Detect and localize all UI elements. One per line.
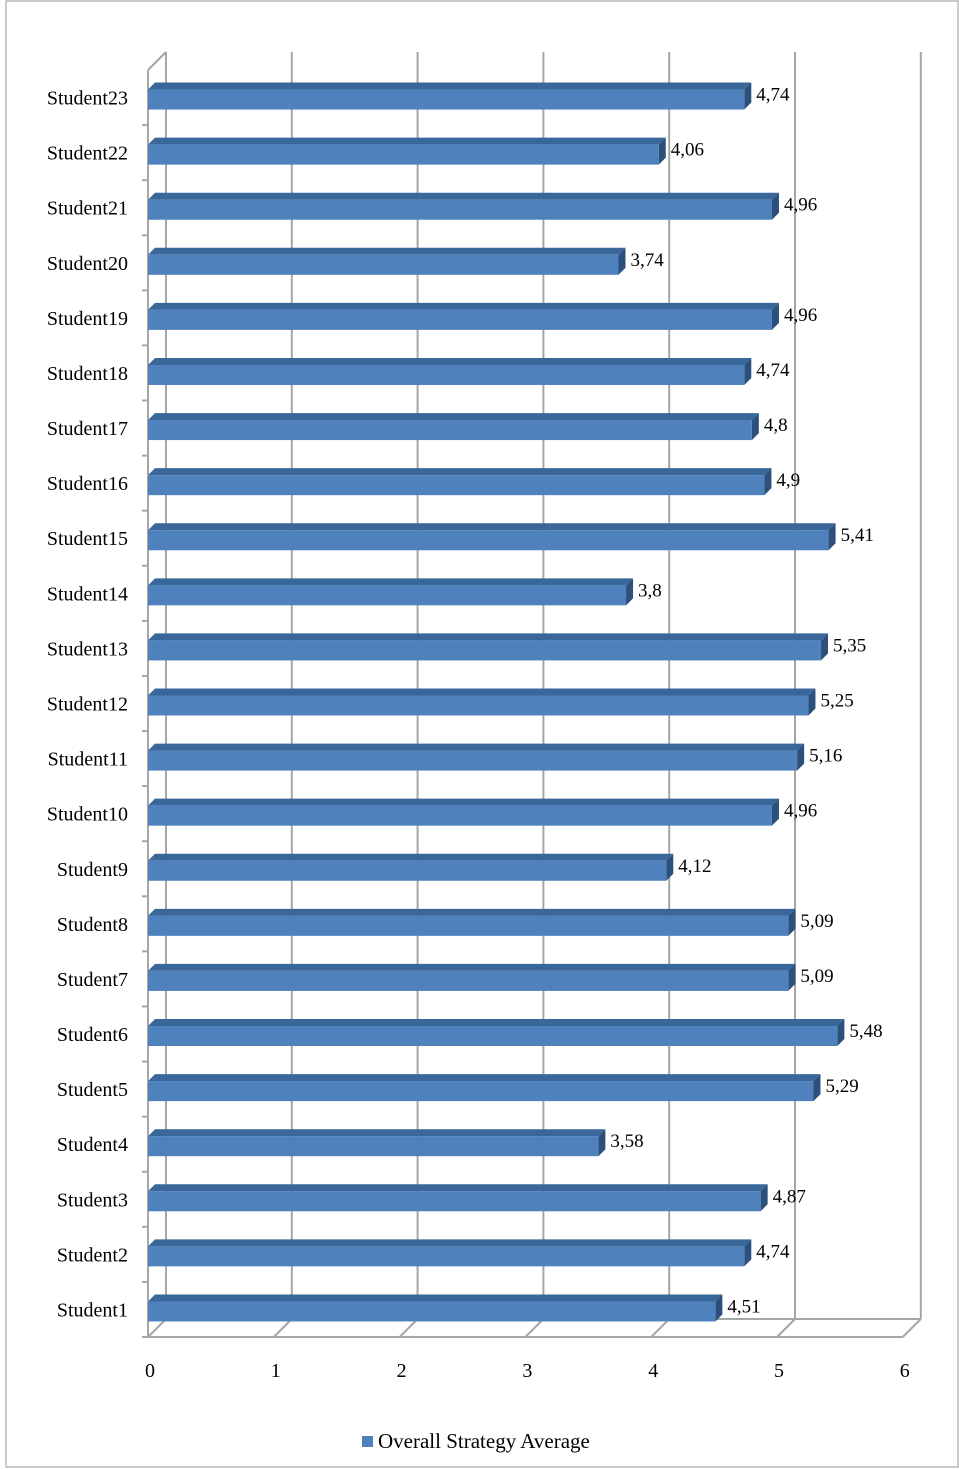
data-label: 5,41 xyxy=(841,525,874,546)
y-tick-label: Student20 xyxy=(47,253,128,275)
data-label: 4,74 xyxy=(756,85,790,106)
bar xyxy=(148,1019,845,1047)
bar xyxy=(148,1239,752,1267)
y-tick-label: Student15 xyxy=(47,528,128,550)
y-tick-label: Student7 xyxy=(57,969,128,991)
bar xyxy=(148,413,759,441)
gridline-floor xyxy=(524,1318,545,1338)
y-tick-label: Student16 xyxy=(47,473,128,495)
bar xyxy=(148,633,829,661)
gridline-floor xyxy=(273,1318,293,1338)
data-label: 4,8 xyxy=(764,415,788,436)
bar xyxy=(148,137,666,165)
x-tick-label: 1 xyxy=(271,1360,281,1382)
y-tick-label: Student23 xyxy=(47,88,128,110)
data-label: 3,74 xyxy=(630,250,664,271)
bar xyxy=(148,1184,768,1212)
bar xyxy=(148,82,752,110)
bar xyxy=(148,1129,606,1157)
y-tick-label: Student22 xyxy=(47,143,128,165)
y-tick-label: Student18 xyxy=(47,363,128,385)
legend-label: Overall Strategy Average xyxy=(378,1429,590,1453)
gridline-floor xyxy=(650,1318,670,1338)
y-tick-label: Student9 xyxy=(57,859,128,881)
y-tick-label: Student21 xyxy=(47,198,128,220)
bar xyxy=(148,247,626,275)
data-label: 4,74 xyxy=(756,360,790,381)
data-label: 3,58 xyxy=(610,1131,643,1152)
legend-swatch xyxy=(362,1436,373,1447)
y-tick-label: Student8 xyxy=(57,914,128,936)
data-label: 5,09 xyxy=(800,911,833,932)
gridline-floor xyxy=(147,1318,167,1338)
y-tick-label: Student13 xyxy=(47,638,128,660)
y-tick-label: Student12 xyxy=(47,694,128,716)
y-tick-label: Student3 xyxy=(57,1189,128,1211)
data-label: 4,51 xyxy=(727,1296,760,1317)
gridline-floor xyxy=(776,1318,796,1338)
data-label: 4,9 xyxy=(776,470,800,491)
data-label: 3,8 xyxy=(638,580,662,601)
data-label: 4,06 xyxy=(671,140,704,161)
y-tick-label: Student2 xyxy=(57,1244,128,1266)
bar xyxy=(148,1294,723,1322)
bar xyxy=(148,523,836,551)
data-label: 5,16 xyxy=(809,746,842,767)
y-tick-label: Student14 xyxy=(47,583,128,605)
data-label: 5,25 xyxy=(820,691,853,712)
data-label: 4,74 xyxy=(756,1241,790,1262)
x-tick-label: 0 xyxy=(145,1360,155,1382)
bar xyxy=(148,468,772,496)
bar xyxy=(148,688,816,716)
data-label: 5,48 xyxy=(849,1021,882,1042)
y-tick-label: Student10 xyxy=(47,804,128,826)
bar xyxy=(148,908,796,936)
data-label: 4,87 xyxy=(773,1186,806,1207)
x-tick-label: 2 xyxy=(397,1360,407,1382)
x-tick-label: 6 xyxy=(900,1360,910,1382)
bar xyxy=(148,743,805,771)
data-label: 4,96 xyxy=(784,195,817,216)
chart-border xyxy=(5,0,959,1468)
bar xyxy=(148,1074,821,1102)
gridline-floor xyxy=(398,1318,419,1338)
y-tick-label: Student11 xyxy=(48,749,128,771)
x-tick-label: 3 xyxy=(522,1360,532,1382)
bar xyxy=(148,302,779,330)
y-tick-label: Student19 xyxy=(47,308,128,330)
gridline-floor xyxy=(902,1318,922,1338)
bar xyxy=(148,578,634,606)
data-label: 5,29 xyxy=(825,1076,858,1097)
data-label: 4,96 xyxy=(784,305,817,326)
x-tick-label: 5 xyxy=(774,1360,784,1382)
y-tick-label: Student4 xyxy=(57,1134,128,1156)
y-tick-label: Student5 xyxy=(57,1079,128,1101)
y-tick-label: Student1 xyxy=(57,1299,128,1321)
y-axis-top-edge xyxy=(147,51,167,71)
bar xyxy=(148,853,674,881)
legend: Overall Strategy Average xyxy=(362,1429,590,1453)
data-label: 5,35 xyxy=(833,635,866,656)
y-tick-label: Student17 xyxy=(47,418,128,440)
data-label: 5,09 xyxy=(800,966,833,987)
data-label: 4,96 xyxy=(784,801,817,822)
x-tick-label: 4 xyxy=(648,1360,658,1382)
y-tick-label: Student6 xyxy=(57,1024,128,1046)
bar xyxy=(148,963,796,991)
data-label: 4,12 xyxy=(678,856,711,877)
bar xyxy=(148,357,752,385)
bar xyxy=(148,192,779,220)
bar xyxy=(148,798,779,826)
